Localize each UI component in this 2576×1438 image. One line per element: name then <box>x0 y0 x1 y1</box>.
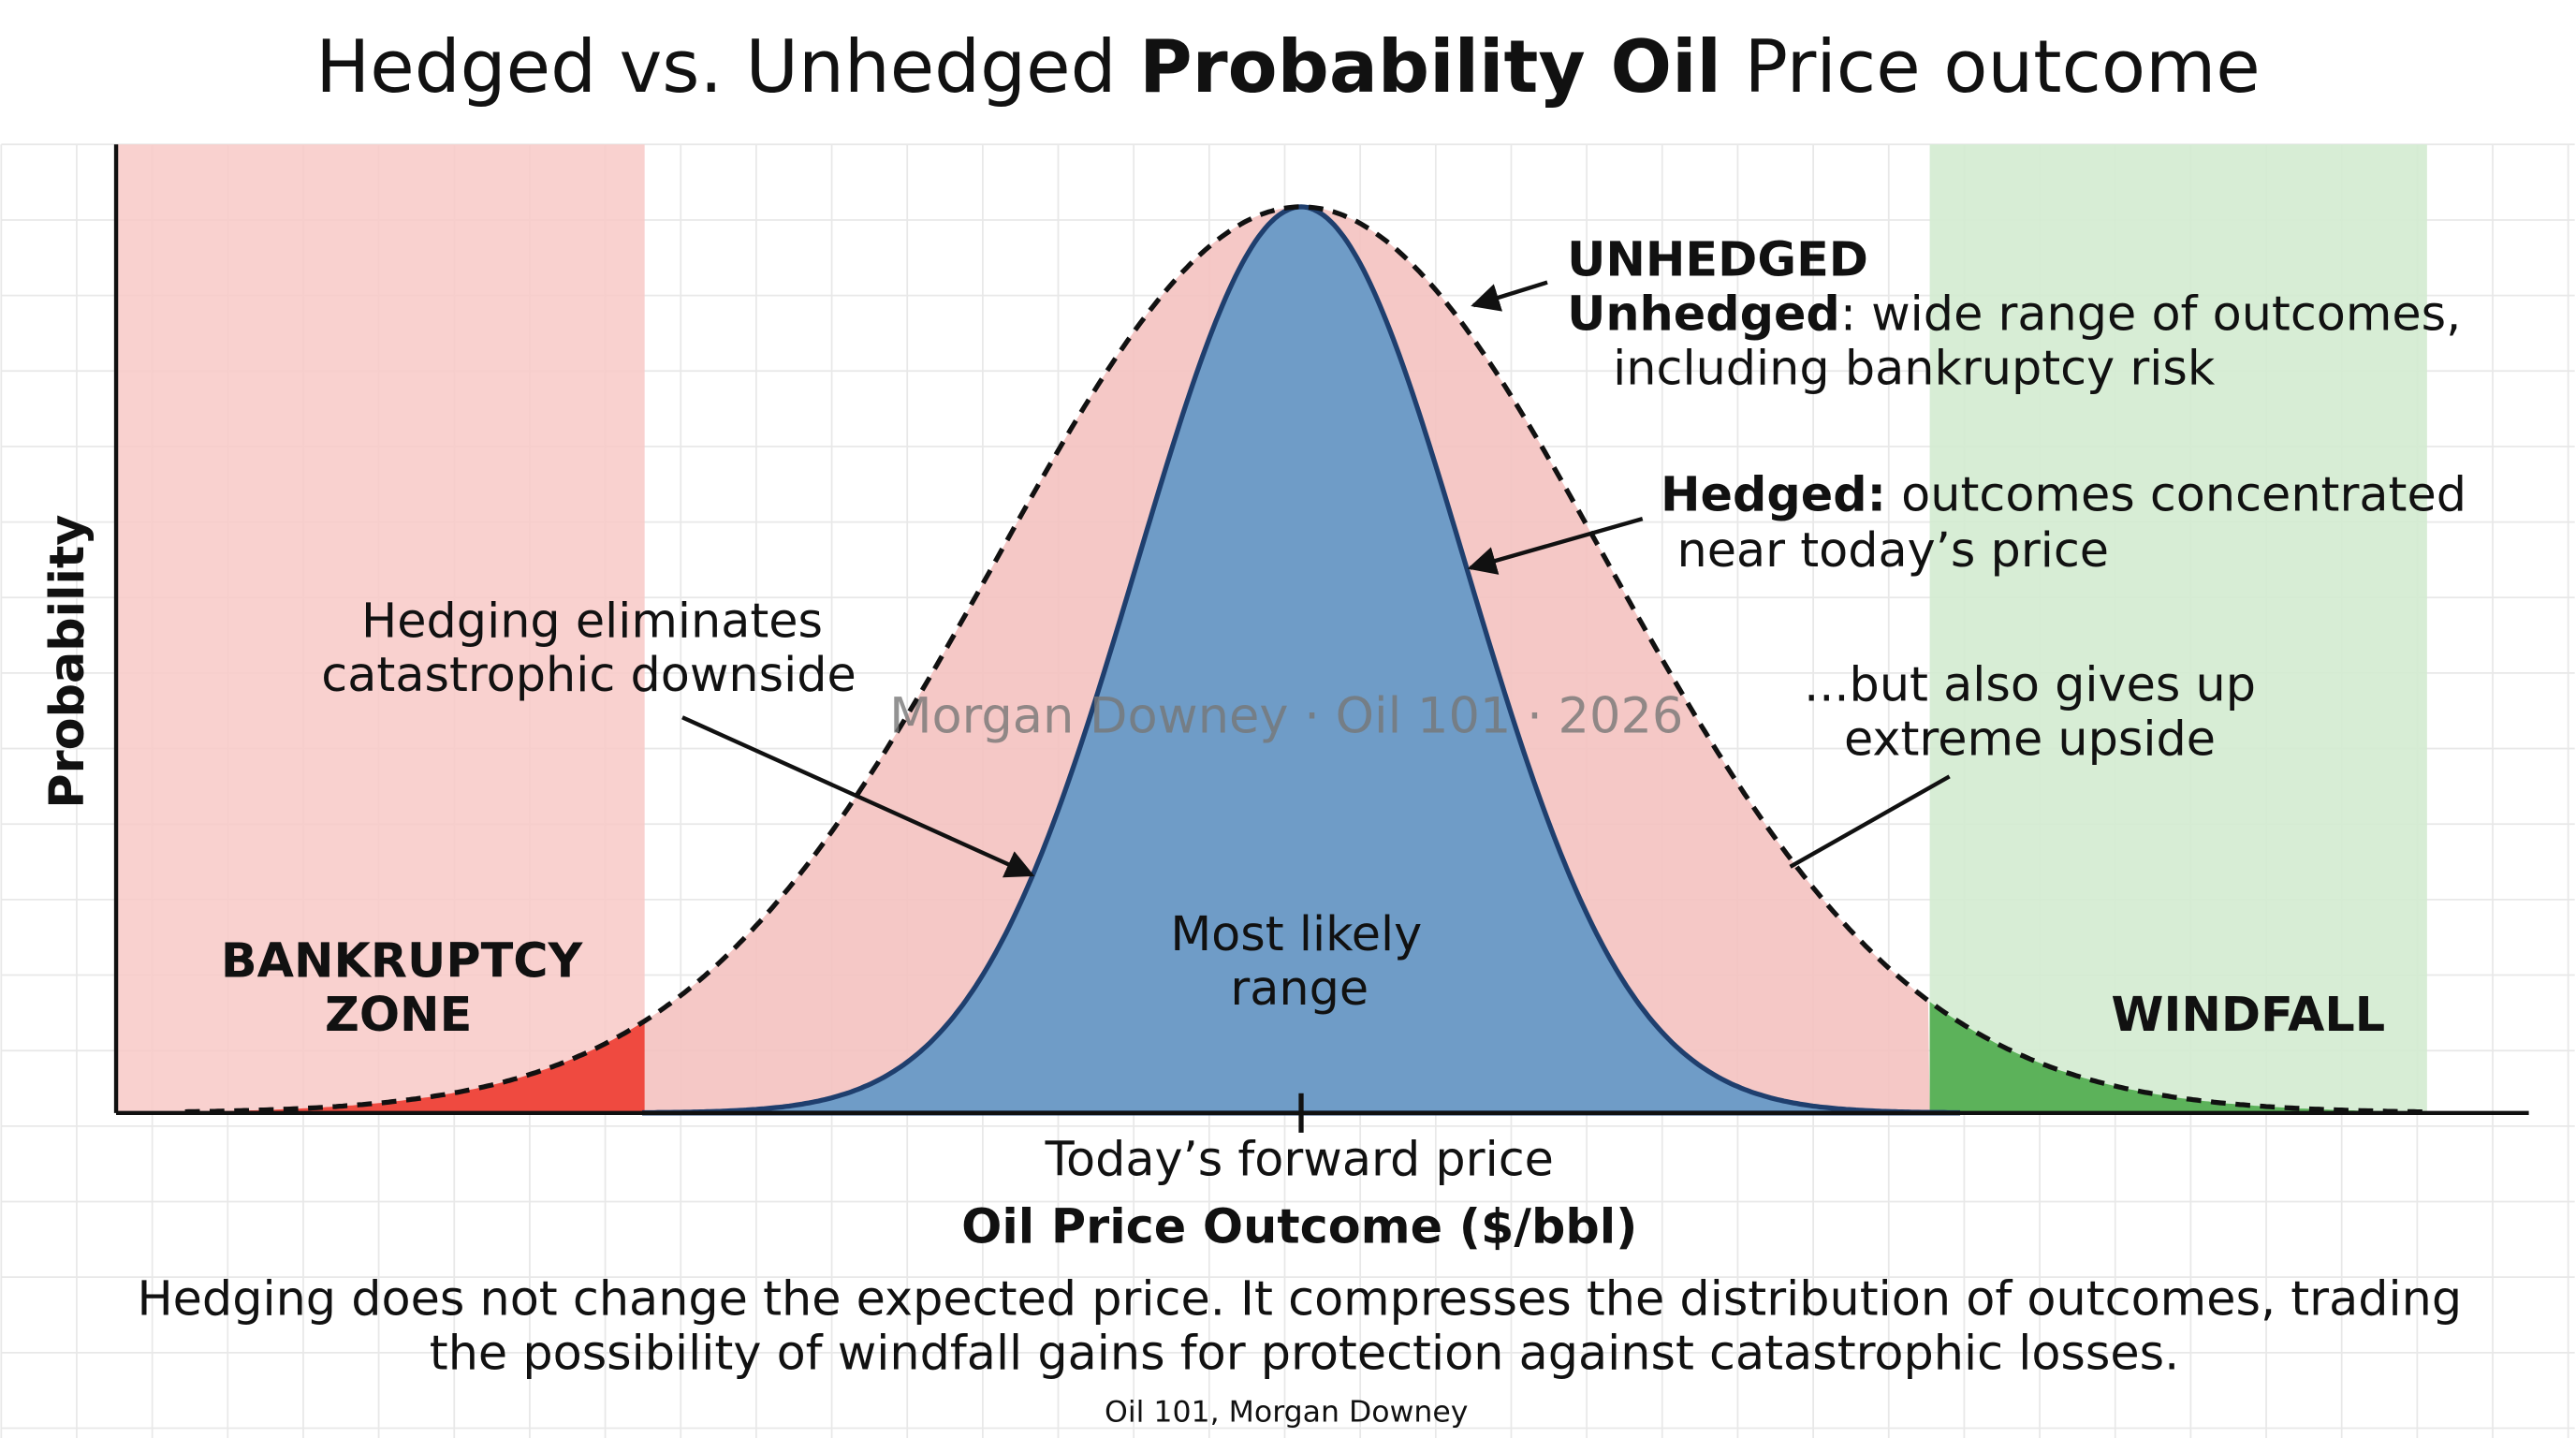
y-axis-label: Probability <box>39 515 95 809</box>
windfall-tail <box>1929 1001 2427 1113</box>
curves <box>184 204 2427 1116</box>
arrow <box>681 715 1035 878</box>
annotation-text: outcomes concentrated <box>1886 466 2466 521</box>
annotation: Hedged: outcomes concentrated <box>1661 466 2466 521</box>
hedged-area <box>642 204 1961 1116</box>
x-tick-label: Today’s forward price <box>1045 1131 1554 1186</box>
annotation-heading: UNHEDGED <box>1567 232 1868 287</box>
title: Hedged vs. Unhedged Probability Oil Pric… <box>315 25 2260 110</box>
annotation: near today’s price <box>1677 522 2109 578</box>
arrow <box>1471 280 1548 312</box>
zone-label: BANKRUPTCY <box>221 932 584 988</box>
annotation: catastrophic downside <box>321 647 856 702</box>
annotation: ...but also gives up <box>1804 657 2256 712</box>
source: Oil 101, Morgan Downey <box>1105 1396 1468 1430</box>
caption: Hedging does not change the expected pri… <box>137 1270 2462 1326</box>
range-label: range <box>1230 961 1368 1016</box>
zone-label: WINDFALL <box>2111 987 2385 1042</box>
bankruptcy-zone <box>116 144 645 1113</box>
windfall-zone <box>1929 144 2427 1113</box>
annotation: including bankruptcy risk <box>1613 340 2216 395</box>
unhedged-curve <box>184 204 2427 1115</box>
title-part: Hedged vs. Unhedged <box>315 25 1116 110</box>
caption: the possibility of windfall gains for pr… <box>430 1325 2180 1380</box>
annotation-text: : wide range of outcomes, <box>1840 286 2461 341</box>
pointer-line <box>1789 774 1951 869</box>
title-part: Price outcome <box>1744 25 2260 110</box>
annotation: Unhedged: wide range of outcomes, <box>1567 286 2461 341</box>
title-bold: Probability Oil <box>1139 25 1721 110</box>
range-label: Most likely <box>1170 906 1422 961</box>
annotation-bold: Unhedged <box>1567 286 1840 341</box>
annotation-bold: Hedged: <box>1661 466 1886 521</box>
annotation: Hedging eliminates <box>361 593 823 648</box>
zone-label: ZONE <box>325 987 472 1042</box>
x-axis-label: Oil Price Outcome ($/bbl) <box>961 1198 1637 1254</box>
bankruptcy-tail <box>184 1020 645 1113</box>
watermark: Morgan Downey · Oil 101 · 2026 <box>889 688 1683 745</box>
annotation: extreme upside <box>1844 712 2216 767</box>
arrow <box>1467 516 1644 575</box>
